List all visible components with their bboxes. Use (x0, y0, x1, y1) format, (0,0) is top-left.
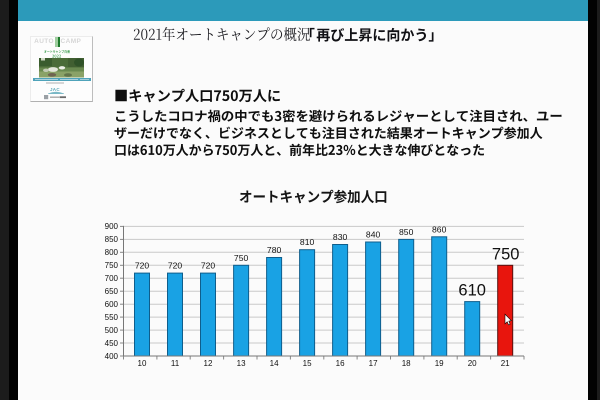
svg-text:550: 550 (105, 313, 119, 322)
svg-text:600: 600 (105, 300, 119, 309)
svg-text:720: 720 (201, 261, 216, 271)
svg-text:860: 860 (432, 224, 447, 234)
svg-text:15: 15 (303, 359, 312, 368)
svg-text:21: 21 (501, 359, 510, 368)
svg-text:12: 12 (204, 359, 213, 368)
svg-text:810: 810 (300, 237, 315, 247)
svg-text:850: 850 (399, 227, 414, 237)
svg-text:650: 650 (105, 287, 119, 296)
svg-text:610: 610 (458, 282, 486, 300)
svg-text:18: 18 (402, 359, 411, 368)
svg-text:20: 20 (468, 359, 477, 368)
svg-text:11: 11 (171, 359, 180, 368)
svg-text:13: 13 (237, 359, 246, 368)
svg-text:10: 10 (138, 359, 147, 368)
svg-text:830: 830 (333, 232, 348, 242)
svg-text:780: 780 (267, 245, 282, 255)
svg-text:850: 850 (105, 235, 119, 244)
svg-text:720: 720 (135, 261, 150, 271)
svg-text:750: 750 (234, 253, 249, 263)
svg-text:750: 750 (492, 245, 520, 263)
svg-text:16: 16 (336, 359, 345, 368)
svg-text:800: 800 (105, 248, 119, 257)
svg-text:400: 400 (105, 352, 119, 361)
svg-text:840: 840 (366, 230, 381, 240)
svg-text:750: 750 (105, 261, 119, 270)
svg-text:720: 720 (168, 261, 183, 271)
svg-text:700: 700 (105, 274, 119, 283)
svg-text:17: 17 (369, 359, 378, 368)
svg-text:500: 500 (105, 326, 119, 335)
svg-text:19: 19 (435, 359, 444, 368)
svg-text:14: 14 (270, 359, 279, 368)
svg-text:450: 450 (105, 339, 119, 348)
svg-text:900: 900 (105, 222, 119, 231)
